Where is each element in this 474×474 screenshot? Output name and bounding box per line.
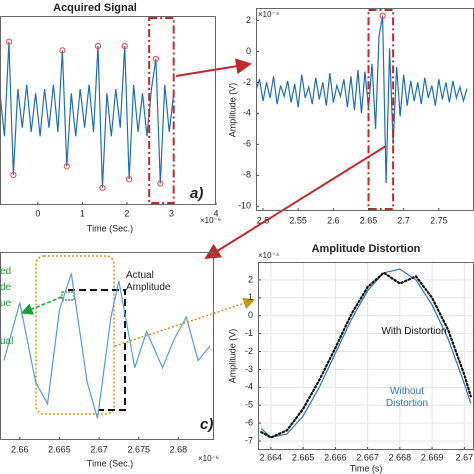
peak-marker <box>94 42 102 50</box>
zoom-box <box>35 255 115 415</box>
plot-area <box>258 262 474 450</box>
annotation: ue <box>0 298 12 309</box>
x-tick-label: 3 <box>169 208 174 218</box>
x-multiplier: ×10⁻⁶ <box>198 454 219 463</box>
arrow <box>204 145 387 260</box>
y-tick-label: -1 <box>245 328 253 338</box>
highlight-region <box>148 17 175 204</box>
x-tick-label: 2.68 <box>170 444 188 454</box>
x-multiplier: ×10⁻⁶ <box>200 216 221 225</box>
panel-label: a) <box>190 185 203 202</box>
x-tick-label: 1 <box>80 208 85 218</box>
x-tick-label: 2.65 <box>360 215 378 225</box>
y-tick-label: -6 <box>245 418 253 428</box>
peak-marker <box>10 171 17 179</box>
x-tick-label: 2.666 <box>324 452 347 462</box>
peak-marker <box>121 42 128 50</box>
y-axis-label: Amplitude (V) <box>227 329 237 384</box>
series-line <box>3 273 211 419</box>
x-tick-label: 2.75 <box>430 215 448 225</box>
peak-marker <box>379 12 386 19</box>
panel-label: c) <box>200 416 213 433</box>
x-tick-label: 2.5 <box>257 215 270 225</box>
arrow <box>114 297 256 347</box>
plot-area <box>256 12 468 184</box>
chart-title: Acquired Signal <box>53 2 137 14</box>
y-axis-label: Amplitude (V) <box>227 83 237 138</box>
peak-marker <box>126 176 133 183</box>
x-tick-label: 2.6 <box>327 215 340 225</box>
x-tick-label: 4 <box>213 208 218 218</box>
series-line <box>0 41 175 188</box>
y-tick-label: -7 <box>245 435 253 445</box>
plot-frame <box>0 252 214 440</box>
y-tick-label: 2 <box>248 274 253 284</box>
y-tick-label: 0 <box>248 310 253 320</box>
x-tick-label: 2.665 <box>292 452 315 462</box>
arrow <box>175 58 252 77</box>
series-line <box>256 15 468 184</box>
y-multiplier: ×10⁻⁴ <box>258 10 280 19</box>
series-line <box>260 271 472 439</box>
y-tick-label: -4 <box>243 108 251 118</box>
y-tick-label: -6 <box>243 139 251 149</box>
x-axis-label: Time (Sec.) <box>87 223 133 233</box>
peak-marker <box>63 163 70 170</box>
series-label: Without Distortion <box>385 386 429 409</box>
annotation: ual <box>0 336 14 347</box>
y-multiplier: ×10⁻⁴ <box>258 251 280 260</box>
peak-marker <box>5 38 13 45</box>
series-line <box>260 268 472 439</box>
y-tick-label: -4 <box>245 382 253 392</box>
amplitude-bracket <box>68 289 126 411</box>
plot-area <box>3 273 211 419</box>
y-tick-label: 0 <box>246 46 251 56</box>
y-tick-label: 1 <box>248 292 253 302</box>
x-tick-label: 2.7 <box>397 215 410 225</box>
y-tick-label: -10 <box>238 201 251 211</box>
x-tick-label: 2.669 <box>421 452 444 462</box>
plot-frame <box>256 8 474 211</box>
x-axis-label: Time (s) <box>350 463 383 473</box>
peak-marker <box>152 55 159 63</box>
annotation: de <box>0 282 12 293</box>
y-tick-label: 2 <box>246 15 251 25</box>
chart-title: Amplitude Distortion <box>312 243 421 255</box>
x-tick-label: 2.66 <box>11 444 29 454</box>
x-tick-label: 2.664 <box>260 452 283 462</box>
x-tick-label: 2.67 <box>456 452 474 462</box>
x-tick-label: 2.67 <box>90 444 108 454</box>
x-axis-label: Time (Sec.) <box>87 458 133 468</box>
x-tick-label: 0 <box>35 208 40 218</box>
annotation: ed <box>0 266 12 277</box>
plot-frame <box>0 16 216 205</box>
x-tick-label: 2.675 <box>127 444 150 454</box>
x-tick-label: 2.668 <box>389 452 412 462</box>
series-label: With Distortion <box>381 326 447 337</box>
peak-marker <box>59 47 66 54</box>
peak-marker <box>99 184 106 191</box>
arrow <box>20 296 63 315</box>
y-tick-label: -3 <box>245 364 253 374</box>
y-tick-label: -2 <box>245 346 253 356</box>
annotation: Actual Amplitude <box>126 270 171 293</box>
peak-marker <box>157 180 164 187</box>
plot-area <box>0 38 175 191</box>
x-tick-label: 2.55 <box>289 215 307 225</box>
y-tick-label: -8 <box>243 170 251 180</box>
y-tick-label: -2 <box>243 77 251 87</box>
x-tick-label: 2.667 <box>356 452 379 462</box>
y-tick-label: -5 <box>245 400 253 410</box>
x-tick-label: 2 <box>124 208 129 218</box>
highlight-region <box>367 9 395 210</box>
x-tick-label: 2.665 <box>48 444 71 454</box>
